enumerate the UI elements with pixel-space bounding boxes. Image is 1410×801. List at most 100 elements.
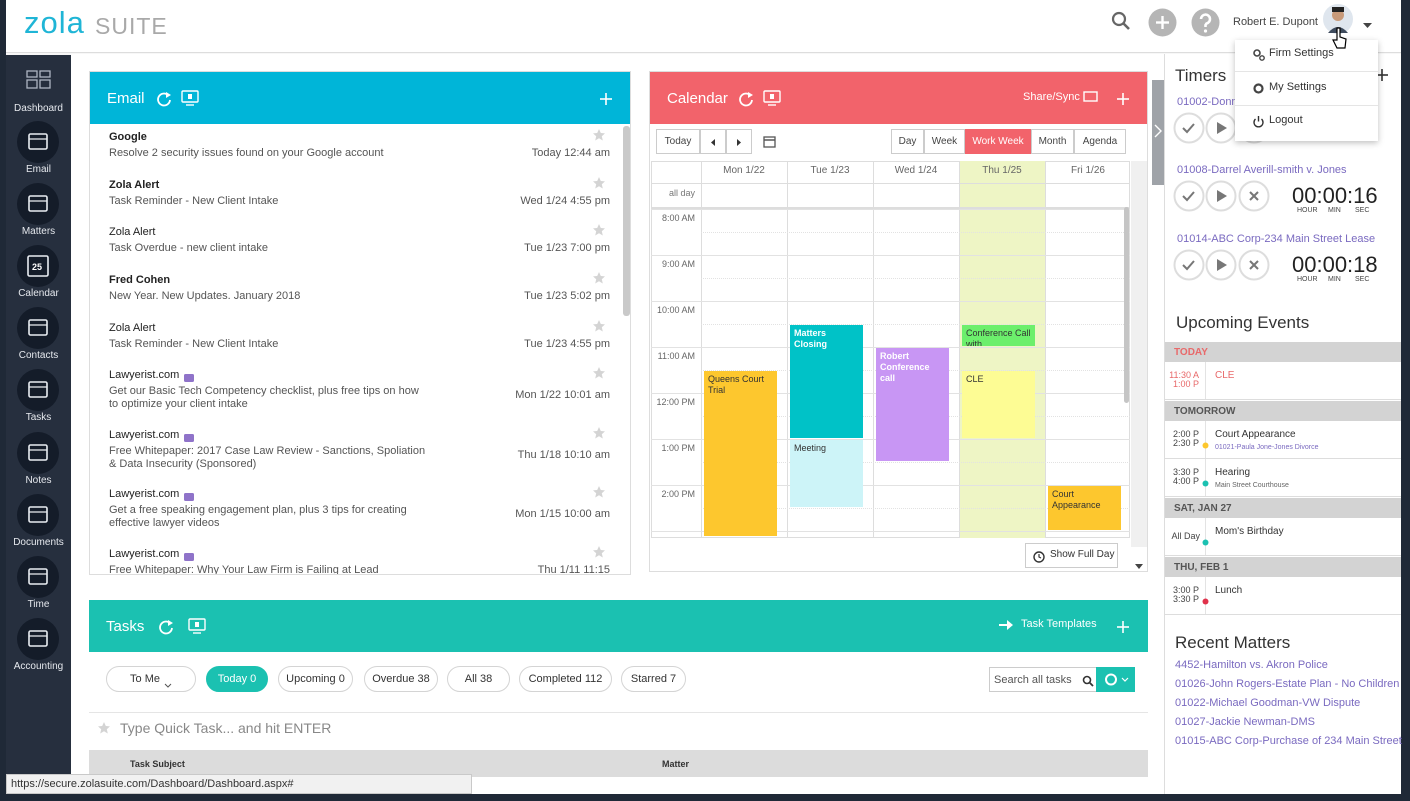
show-full-day-button[interactable]: Show Full Day [1025,543,1118,568]
recent-matter[interactable]: 01015-ABC Corp-Purchase of 234 Main Stre… [1175,735,1402,747]
task-filter[interactable]: All 38 [447,666,510,692]
task-filter[interactable]: Overdue 38 [364,666,438,692]
email-star[interactable] [593,545,605,558]
sidebar-icon[interactable] [16,244,60,288]
timer-control[interactable] [1173,249,1205,281]
sidebar-label[interactable]: Matters [21,226,56,238]
timers-add[interactable] [1370,64,1394,86]
calendar-event[interactable]: Meeting [790,440,863,507]
email-item[interactable]: Fred Cohen New Year. New Updates. January… [90,268,622,316]
email-item[interactable]: Lawyerist.com Get our Basic Tech Competen… [90,363,622,423]
prev-button[interactable] [700,129,726,154]
email-star[interactable] [593,176,605,189]
sidebar-label[interactable]: Email [25,164,51,175]
timer-name[interactable]: 01002-Donn [1177,96,1238,108]
sidebar-icon[interactable] [16,182,60,226]
calendar-event[interactable]: Queens Court Trial [704,371,777,536]
email-star[interactable] [593,319,605,332]
task-search[interactable]: Search all tasks [989,667,1097,692]
add-button[interactable] [1148,8,1177,37]
email-item[interactable]: Zola Alert Task Overdue - new client inta… [90,220,622,268]
calendar-event[interactable]: Matters Closing [790,325,863,438]
menu-item[interactable]: My Settings [1269,81,1327,93]
today-button[interactable]: Today [656,129,700,154]
sidebar-icon[interactable] [26,70,52,90]
email-item[interactable]: Lawyerist.com Free Whitepaper: 2017 Case … [90,423,622,483]
view-button[interactable]: Month [1031,129,1074,154]
sidebar-icon[interactable] [16,617,60,661]
recent-matter[interactable]: 01022-Michael Goodman-VW Dispute [1175,697,1361,709]
email-star[interactable] [593,271,605,284]
sidebar-label[interactable]: Contacts [18,350,59,362]
sidebar-label[interactable]: Time [27,598,50,610]
recent-matter[interactable]: 01027-Jackie Newman-DMS [1175,716,1315,728]
email-star[interactable] [593,223,605,236]
sidebar-label[interactable]: Calendar [18,288,59,300]
panel-toggle-arrow[interactable] [1153,124,1163,138]
view-button[interactable]: Day [891,129,924,154]
view-button[interactable]: Work Week [965,129,1031,154]
event-title[interactable]: CLE [1215,370,1235,381]
sidebar-icon[interactable] [16,368,60,412]
email-refresh[interactable] [153,89,173,109]
user-name[interactable]: Robert E. Dupont [1233,16,1318,28]
user-avatar[interactable] [1322,3,1354,35]
user-caret[interactable] [1363,17,1373,28]
event-title[interactable]: Court Appearance [1215,429,1296,440]
tasks-refresh[interactable] [155,617,175,637]
timer-control[interactable] [1173,180,1205,212]
task-settings[interactable] [1096,667,1135,692]
email-item[interactable]: Zola Alert Task Reminder - New Client Int… [90,173,622,221]
email-item[interactable]: Lawyerist.com Get a free speaking engagem… [90,482,622,542]
calendar-event[interactable]: Conference Call with [962,325,1035,346]
quick-task[interactable]: Type Quick Task... and hit ENTER [120,720,332,736]
view-button[interactable]: Week [924,129,965,154]
calendar-event[interactable]: CLE [962,371,1035,438]
email-star[interactable] [593,366,605,379]
help-button[interactable] [1191,8,1220,37]
scroll-down[interactable] [1134,558,1144,569]
sidebar-label[interactable]: Tasks [25,412,52,424]
email-help[interactable] [180,88,200,108]
email-add[interactable] [594,88,618,110]
timer-control[interactable] [1173,112,1205,144]
sidebar-icon[interactable] [16,431,60,475]
menu-item[interactable]: Logout [1269,114,1303,126]
next-button[interactable] [726,129,752,154]
sidebar-icon[interactable] [16,555,60,599]
calendar-event[interactable]: Court Appearance [1048,486,1121,530]
calendar-refresh[interactable] [735,89,755,109]
timer-name[interactable]: 01014-ABC Corp-234 Main Street Lease [1177,233,1376,245]
timer-control[interactable] [1205,249,1237,281]
email-item[interactable]: Google Resolve 2 security issues found on… [90,125,622,173]
timer-name[interactable]: 01008-Darrel Averill-smith v. Jones [1177,164,1347,176]
calendar-sync-icon[interactable] [1082,89,1100,105]
email-item[interactable]: Zola Alert Task Reminder - New Client Int… [90,316,622,364]
calendar-event[interactable]: Robert Conference call [876,348,949,461]
calendar-add[interactable] [1111,88,1135,110]
event-title[interactable]: Mom's Birthday [1215,526,1284,537]
search-icon[interactable] [1110,10,1132,32]
sidebar-icon[interactable] [16,120,60,164]
task-templates[interactable]: Task Templates [1021,618,1097,630]
sidebar-label[interactable]: Dashboard [14,103,63,114]
sidebar-icon[interactable] [16,493,60,537]
tasks-add[interactable] [1111,616,1135,638]
tasks-help[interactable] [187,616,207,636]
view-button[interactable]: Agenda [1074,129,1126,154]
timer-control[interactable] [1238,180,1270,212]
email-star[interactable] [593,426,605,439]
sidebar-label[interactable]: Accounting [13,660,64,672]
task-filter[interactable]: Starred 7 [621,666,686,692]
calendar-share[interactable]: Share/Sync [1023,91,1080,103]
menu-item[interactable]: Firm Settings [1269,47,1334,59]
sidebar-icon[interactable] [16,306,60,350]
sidebar-label[interactable]: Documents [13,536,64,548]
recent-matter[interactable]: 4452-Hamilton vs. Akron Police [1175,659,1328,671]
email-star[interactable] [593,485,605,498]
timer-control[interactable] [1205,112,1237,144]
task-filter[interactable]: Today 0 [206,666,268,692]
sidebar-label[interactable]: Notes [25,474,52,486]
calendar-help[interactable] [762,88,782,108]
timer-control[interactable] [1238,249,1270,281]
